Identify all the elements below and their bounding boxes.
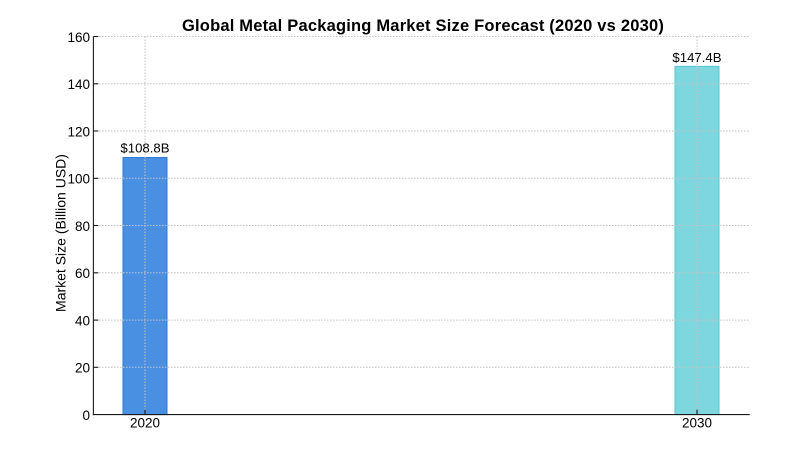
svg-text:2020: 2020 [130, 416, 160, 431]
svg-text:80: 80 [75, 219, 90, 234]
svg-text:40: 40 [75, 313, 90, 328]
svg-text:Market Size (Billion USD): Market Size (Billion USD) [53, 154, 69, 312]
svg-text:0: 0 [82, 408, 90, 423]
svg-text:$108.8B: $108.8B [120, 141, 169, 156]
svg-text:140: 140 [67, 77, 90, 92]
svg-text:160: 160 [67, 30, 90, 45]
svg-text:$147.4B: $147.4B [672, 50, 721, 65]
svg-text:60: 60 [75, 266, 90, 281]
svg-text:Global Metal Packaging Market: Global Metal Packaging Market Size Forec… [182, 17, 664, 35]
svg-text:120: 120 [67, 124, 90, 139]
svg-text:2030: 2030 [682, 416, 712, 431]
svg-text:20: 20 [75, 361, 90, 376]
svg-text:100: 100 [67, 172, 90, 187]
